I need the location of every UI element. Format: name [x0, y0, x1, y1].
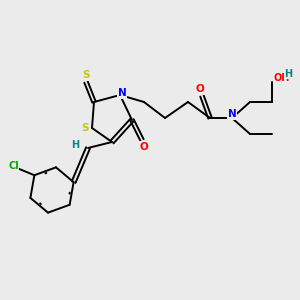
Text: OH: OH — [274, 73, 290, 83]
Text: N: N — [228, 109, 236, 119]
Text: H: H — [71, 140, 79, 150]
Text: S: S — [81, 123, 89, 133]
Text: O: O — [196, 84, 204, 94]
Text: O: O — [140, 142, 148, 152]
Text: S: S — [82, 70, 90, 80]
Text: Cl: Cl — [8, 161, 19, 171]
Text: N: N — [118, 88, 126, 98]
Text: H: H — [284, 69, 292, 79]
